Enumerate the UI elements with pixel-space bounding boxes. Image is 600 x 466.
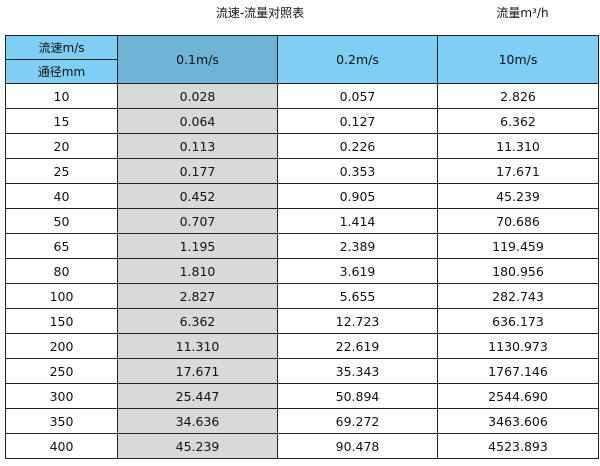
flow-cell: 34.636 xyxy=(117,408,278,434)
diameter-cell: 25 xyxy=(5,158,118,184)
flow-cell: 11.310 xyxy=(437,133,599,159)
diameter-cell: 65 xyxy=(5,233,118,259)
table-row: 300 25.447 50.894 2544.690 xyxy=(5,383,599,409)
table-row: 80 1.810 3.619 180.956 xyxy=(5,258,599,284)
flow-cell: 2544.690 xyxy=(437,383,599,409)
diameter-cell: 100 xyxy=(5,283,118,309)
flow-cell: 4523.893 xyxy=(437,433,599,459)
flow-cell: 12.723 xyxy=(277,308,438,334)
diameter-header: 通径mm xyxy=(5,59,118,84)
flow-cell: 3.619 xyxy=(277,258,438,284)
table-row: 25 0.177 0.353 17.671 xyxy=(5,158,599,184)
table-row: 100 2.827 5.655 282.743 xyxy=(5,283,599,309)
flow-cell: 11.310 xyxy=(117,333,278,359)
flow-cell: 70.686 xyxy=(437,208,599,234)
flow-cell: 0.905 xyxy=(277,183,438,209)
diameter-cell: 150 xyxy=(5,308,118,334)
flow-cell: 0.113 xyxy=(117,133,278,159)
flow-cell: 45.239 xyxy=(117,433,278,459)
flow-cell: 119.459 xyxy=(437,233,599,259)
flow-cell: 0.226 xyxy=(277,133,438,159)
flow-cell: 0.707 xyxy=(117,208,278,234)
flow-cell: 6.362 xyxy=(437,108,599,134)
flow-cell: 2.389 xyxy=(277,233,438,259)
diameter-cell: 300 xyxy=(5,383,118,409)
table-row: 50 0.707 1.414 70.686 xyxy=(5,208,599,234)
table-row: 350 34.636 69.272 3463.606 xyxy=(5,408,599,434)
column-header: 0.1m/s xyxy=(117,35,278,84)
table-row: 15 0.064 0.127 6.362 xyxy=(5,108,599,134)
flow-cell: 0.452 xyxy=(117,183,278,209)
flow-cell: 45.239 xyxy=(437,183,599,209)
flow-cell: 2.827 xyxy=(117,283,278,309)
table-row: 150 6.362 12.723 636.173 xyxy=(5,308,599,334)
table-row: 250 17.671 35.343 1767.146 xyxy=(5,358,599,384)
flow-cell: 0.353 xyxy=(277,158,438,184)
table-title: 流速-流量对照表 xyxy=(215,6,305,20)
flow-cell: 1130.973 xyxy=(437,333,599,359)
flow-cell: 69.272 xyxy=(277,408,438,434)
flow-cell: 1.810 xyxy=(117,258,278,284)
flow-cell: 90.478 xyxy=(277,433,438,459)
diameter-cell: 15 xyxy=(5,108,118,134)
diameter-cell: 50 xyxy=(5,208,118,234)
column-header: 10m/s xyxy=(437,35,599,84)
flow-cell: 6.362 xyxy=(117,308,278,334)
table-row: 10 0.028 0.057 2.826 xyxy=(5,83,599,109)
diameter-cell: 400 xyxy=(5,433,118,459)
flow-cell: 1767.146 xyxy=(437,358,599,384)
flow-cell: 17.671 xyxy=(117,358,278,384)
table-row: 200 11.310 22.619 1130.973 xyxy=(5,333,599,359)
flow-cell: 0.064 xyxy=(117,108,278,134)
flow-cell: 0.028 xyxy=(117,83,278,109)
flow-cell: 1.414 xyxy=(277,208,438,234)
table-row: 65 1.195 2.389 119.459 xyxy=(5,233,599,259)
column-header: 0.2m/s xyxy=(277,35,438,84)
flow-cell: 22.619 xyxy=(277,333,438,359)
flow-velocity-table: 流速m/s 0.1m/s 0.2m/s 10m/s 通径mm 10 0.028 0.… xyxy=(5,35,599,459)
flow-cell: 3463.606 xyxy=(437,408,599,434)
diameter-cell: 40 xyxy=(5,183,118,209)
diameter-cell: 350 xyxy=(5,408,118,434)
table-row: 20 0.113 0.226 11.310 xyxy=(5,133,599,159)
table-row: 400 45.239 90.478 4523.893 xyxy=(5,433,599,459)
flow-cell: 180.956 xyxy=(437,258,599,284)
diameter-cell: 200 xyxy=(5,333,118,359)
flow-cell: 636.173 xyxy=(437,308,599,334)
flow-cell: 17.671 xyxy=(437,158,599,184)
diameter-cell: 250 xyxy=(5,358,118,384)
velocity-header: 流速m/s xyxy=(5,35,118,60)
flow-cell: 0.057 xyxy=(277,83,438,109)
flow-cell: 282.743 xyxy=(437,283,599,309)
diameter-cell: 80 xyxy=(5,258,118,284)
diameter-cell: 10 xyxy=(5,83,118,109)
flow-cell: 0.177 xyxy=(117,158,278,184)
flow-cell: 1.195 xyxy=(117,233,278,259)
flow-cell: 50.894 xyxy=(277,383,438,409)
flow-cell: 35.343 xyxy=(277,358,438,384)
flow-cell: 5.655 xyxy=(277,283,438,309)
flow-cell: 0.127 xyxy=(277,108,438,134)
flow-cell: 2.826 xyxy=(437,83,599,109)
table-row: 40 0.452 0.905 45.239 xyxy=(5,183,599,209)
flow-cell: 25.447 xyxy=(117,383,278,409)
unit-label: 流量m³/h xyxy=(496,6,549,20)
diameter-cell: 20 xyxy=(5,133,118,159)
